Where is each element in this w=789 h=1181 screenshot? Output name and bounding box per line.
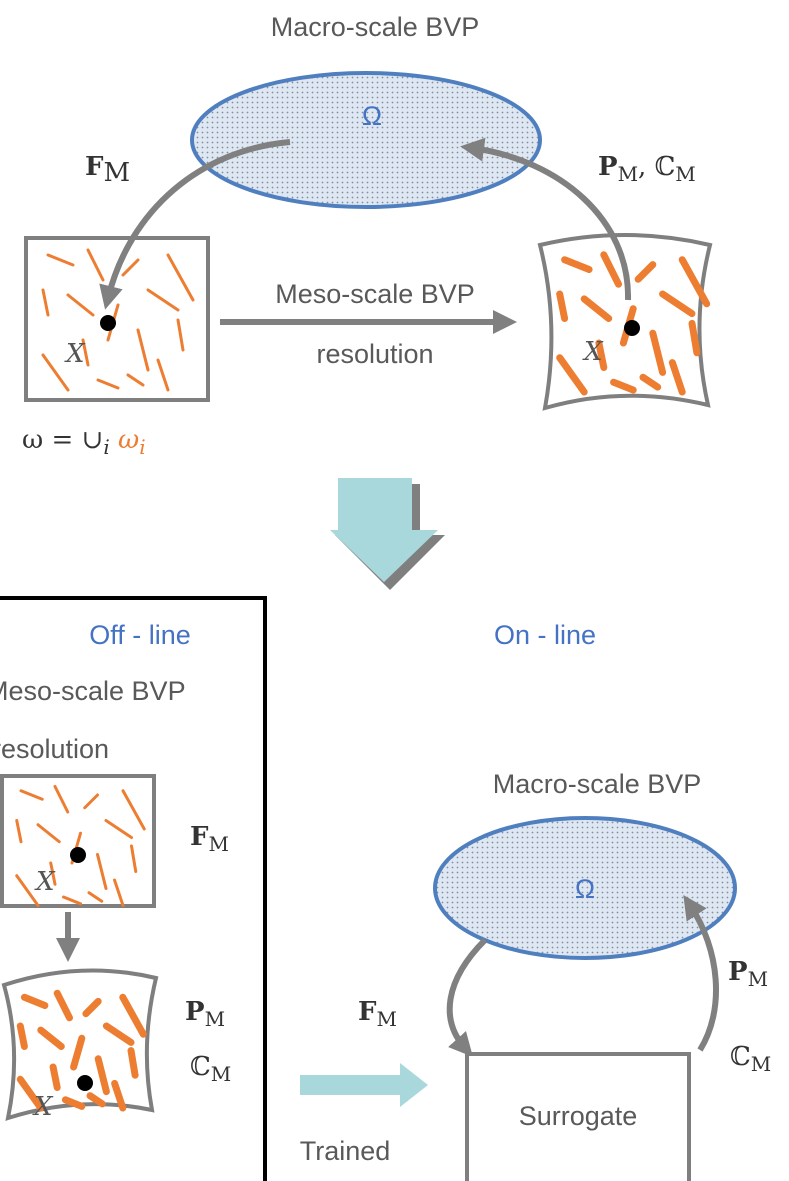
- fiber: [560, 294, 565, 319]
- point-label: X: [34, 867, 56, 897]
- point: [100, 315, 116, 331]
- fiber: [53, 1067, 57, 1088]
- arrow: [450, 940, 485, 1048]
- point-label: X: [32, 1092, 54, 1122]
- point: [77, 1075, 93, 1091]
- fiber: [20, 1026, 24, 1047]
- c-label: ℂM: [190, 1052, 231, 1086]
- fiber: [692, 323, 697, 352]
- point: [624, 320, 640, 336]
- f-label: FM: [85, 152, 130, 188]
- offline-text: Meso-scale BVP: [0, 676, 186, 706]
- online-title: On - line: [494, 620, 596, 650]
- arrow-label: Meso-scale BVP: [275, 279, 475, 309]
- fiber: [131, 1051, 135, 1076]
- omega-label: ω = ∪i ωi: [22, 425, 146, 459]
- down-arrow: [330, 478, 438, 582]
- point-label: X: [64, 339, 86, 369]
- arrow-label: resolution: [316, 339, 433, 369]
- surrogate-label: Surrogate: [519, 1101, 638, 1131]
- macro-domain: [192, 73, 540, 207]
- c-label: ℂM: [730, 1042, 771, 1076]
- point: [70, 847, 86, 863]
- p-c-label: PM, ℂM: [598, 152, 696, 186]
- f-label: FM: [190, 822, 229, 856]
- offline-text: resolution: [0, 734, 109, 764]
- trained-arrow: [300, 1063, 428, 1107]
- p-label: PM: [185, 997, 225, 1031]
- f-label: FM: [358, 997, 397, 1031]
- point-label: X: [582, 337, 604, 367]
- domain-label: Ω: [575, 874, 595, 904]
- p-label: PM: [728, 957, 768, 991]
- domain-label: Ω: [362, 101, 382, 131]
- macro-title: Macro-scale BVP: [271, 12, 480, 42]
- trained-label: Trained: [300, 1136, 391, 1166]
- diagram: Macro-scale BVP Ω FM PM, ℂM X Meso-scale…: [0, 0, 789, 1181]
- offline-title: Off - line: [89, 620, 191, 650]
- macro-title: Macro-scale BVP: [493, 769, 702, 799]
